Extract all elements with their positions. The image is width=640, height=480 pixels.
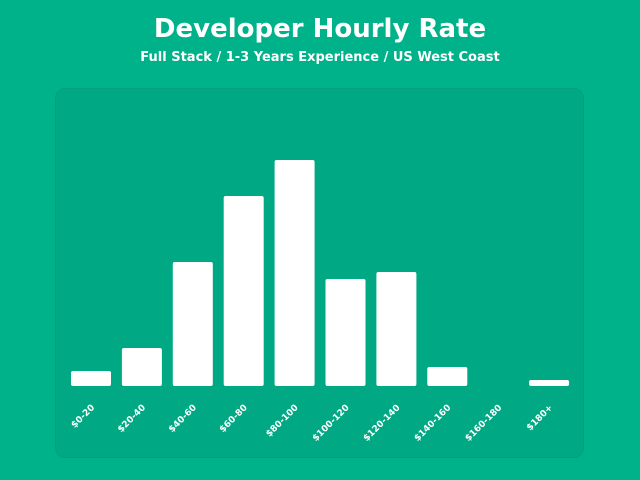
bar	[172, 262, 213, 386]
x-tick-label: $140-160	[413, 403, 454, 444]
bar	[325, 279, 366, 386]
x-tick-label: $100-120	[311, 403, 352, 444]
chart-title: Developer Hourly Rate	[153, 14, 487, 44]
chart-panel	[55, 88, 584, 458]
x-tick-label: $20-40	[116, 403, 148, 435]
x-tick-label: $40-60	[167, 403, 199, 435]
bar	[529, 380, 570, 386]
x-tick-label: $0-20	[70, 403, 97, 430]
x-tick-label: $60-80	[218, 403, 250, 435]
bar	[121, 348, 162, 386]
bar	[223, 196, 264, 386]
chart-subtitle: Full Stack / 1-3 Years Experience / US W…	[140, 50, 500, 65]
x-tick-label: $160-180	[464, 403, 505, 444]
bar	[274, 160, 315, 386]
bar	[427, 367, 468, 386]
x-tick-label: $120-140	[362, 403, 403, 444]
bar	[71, 371, 111, 386]
bar	[376, 272, 417, 386]
x-tick-label: $80-100	[264, 403, 300, 439]
x-tick-label: $180+	[525, 403, 555, 433]
